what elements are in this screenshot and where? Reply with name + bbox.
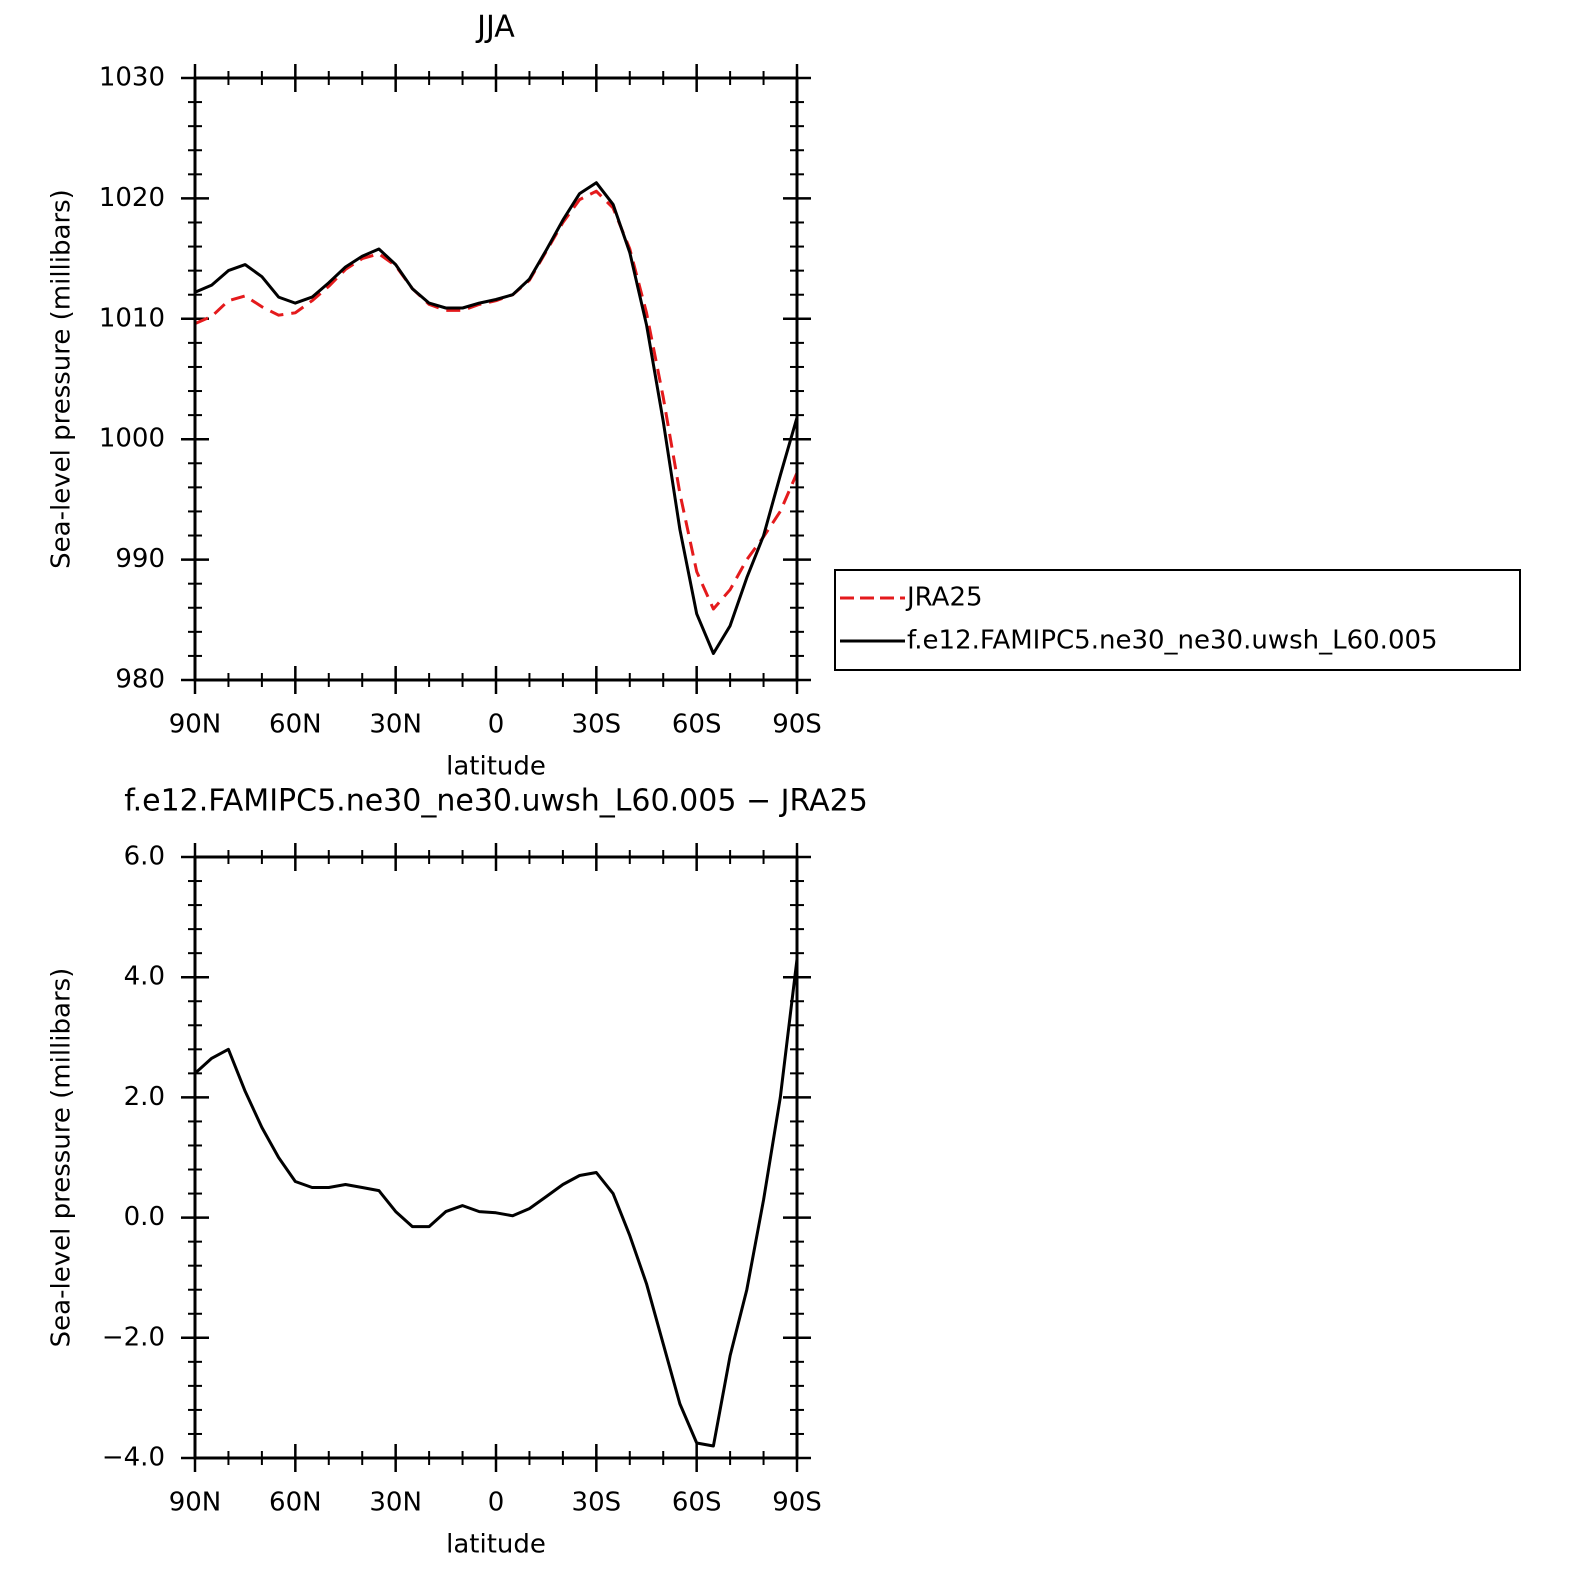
x-tick-label: 60N [269, 1488, 322, 1518]
y-tick-label: 1010 [99, 303, 165, 333]
plot-frame [193, 76, 799, 682]
y-tick-label: −4.0 [102, 1443, 165, 1473]
x-tick-label: 60N [269, 710, 322, 740]
y-tick-label: 4.0 [124, 962, 165, 992]
x-tick-label: 30S [572, 710, 622, 740]
x-tick-label: 0 [488, 710, 505, 740]
x-tick-label: 60S [672, 710, 722, 740]
x-tick-label: 90S [772, 710, 822, 740]
x-tick-label: 90N [169, 710, 222, 740]
y-tick-label: 0.0 [124, 1202, 165, 1232]
y-tick-label: 6.0 [124, 842, 165, 872]
legend-label: JRA25 [905, 583, 983, 613]
y-axis-label: Sea-level pressure (millibars) [47, 189, 77, 569]
x-tick-label: 60S [672, 1488, 722, 1518]
y-tick-label: 990 [115, 544, 165, 574]
plot-frame [193, 855, 799, 1460]
data-line [193, 959, 799, 1448]
chart-title: JJA [475, 10, 515, 45]
y-tick-label: −2.0 [102, 1322, 165, 1352]
legend-label: f.e12.FAMIPC5.ne30_ne30.uwsh_L60.005 [907, 626, 1438, 656]
chart-title: f.e12.FAMIPC5.ne30_ne30.uwsh_L60.005 − J… [124, 784, 868, 819]
legend-box [834, 569, 1521, 671]
x-tick-label: 30N [369, 1488, 422, 1518]
x-tick-label: 30S [572, 1488, 622, 1518]
x-axis-label: latitude [446, 1530, 546, 1560]
x-tick-label: 90S [772, 1488, 822, 1518]
data-line [194, 181, 799, 655]
x-axis-label: latitude [446, 752, 546, 782]
y-tick-label: 1030 [99, 63, 165, 93]
y-tick-label: 2.0 [124, 1082, 165, 1112]
y-tick-label: 1020 [99, 183, 165, 213]
data-line [194, 189, 799, 611]
y-tick-label: 1000 [99, 424, 165, 454]
x-tick-label: 0 [488, 1488, 505, 1518]
x-tick-label: 30N [369, 710, 422, 740]
x-tick-label: 90N [169, 1488, 222, 1518]
y-axis-label: Sea-level pressure (millibars) [47, 968, 77, 1348]
y-tick-label: 980 [115, 665, 165, 695]
